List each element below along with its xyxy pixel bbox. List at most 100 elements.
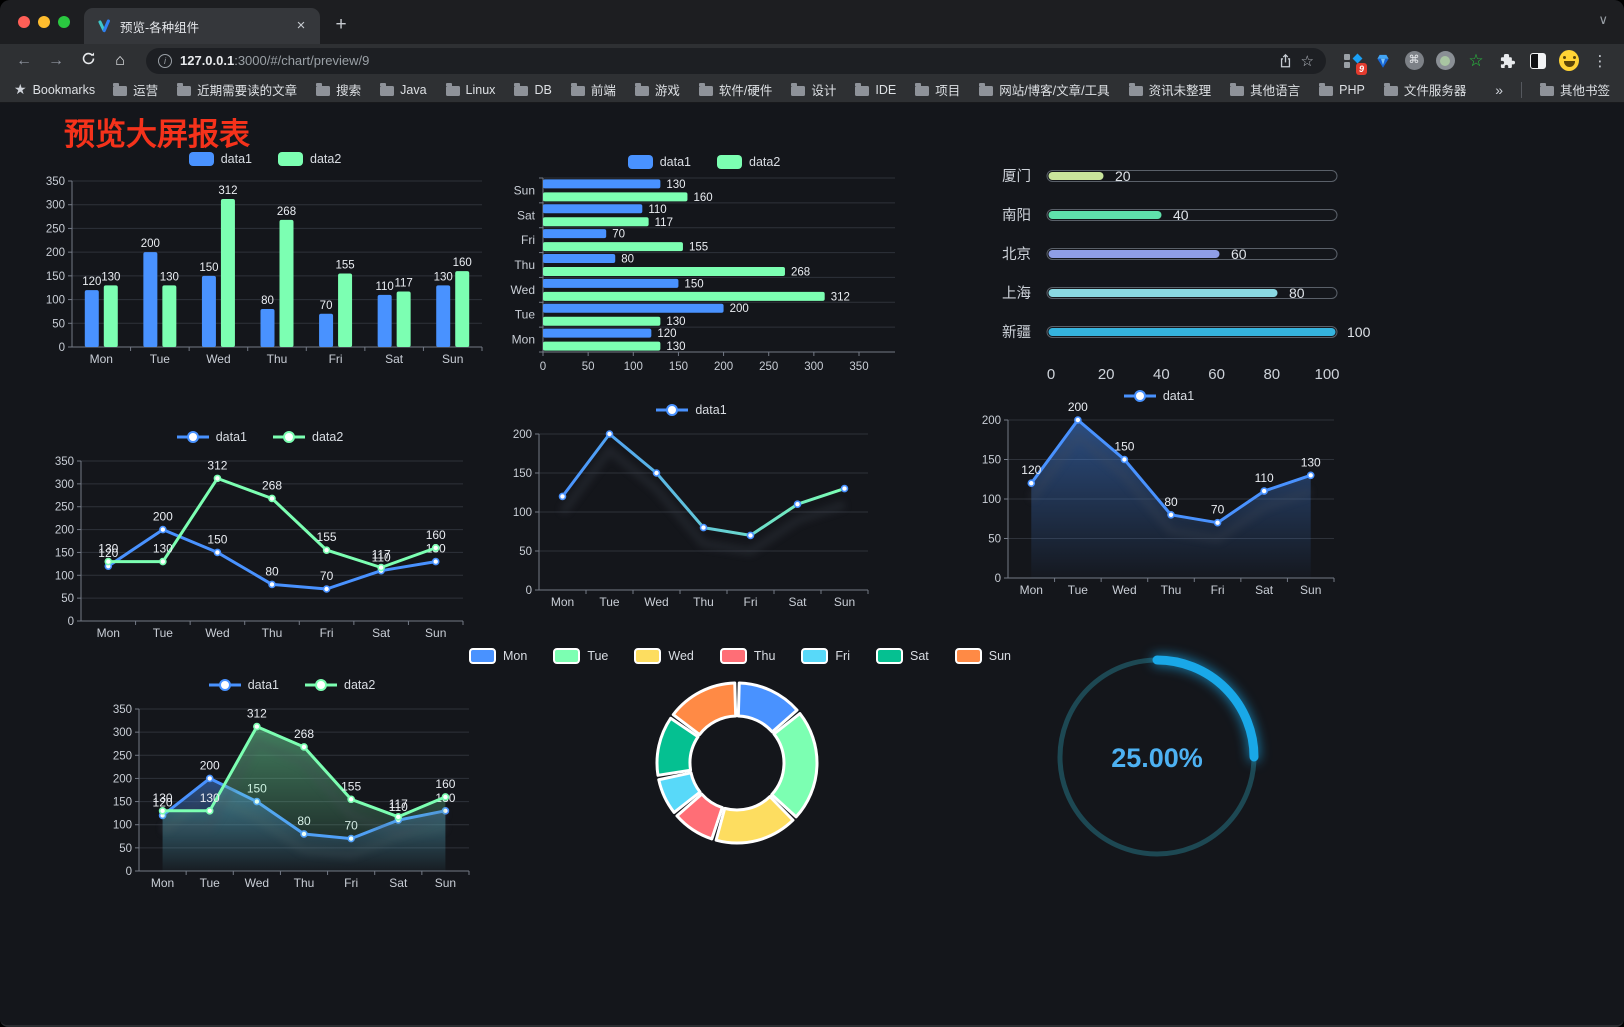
svg-text:130: 130	[101, 271, 120, 283]
svg-text:Thu: Thu	[262, 626, 283, 640]
tab-favicon	[98, 19, 110, 33]
legend-label: data1	[659, 155, 691, 169]
legend-item[interactable]: data1	[656, 403, 727, 417]
svg-text:50: 50	[582, 361, 595, 373]
legend-item[interactable]: data2	[305, 678, 375, 692]
reload-button[interactable]	[74, 51, 102, 71]
bookmark-folder[interactable]: 游戏	[634, 80, 680, 99]
legend-item[interactable]: Sat	[876, 648, 929, 664]
bookmark-label: 其他语言	[1250, 84, 1301, 98]
bookmark-folder[interactable]: 网站/博客/文章/工具	[979, 80, 1110, 99]
extension-command-icon[interactable]: ⌘	[1404, 51, 1424, 71]
legend-item[interactable]: Sun	[954, 648, 1011, 664]
chart-legend: data1 data2	[45, 425, 475, 449]
svg-text:160: 160	[426, 528, 446, 542]
legend-label: data2	[310, 152, 342, 166]
bookmark-folder[interactable]: 文件服务器	[1383, 80, 1466, 99]
extension-gem-icon[interactable]	[1373, 51, 1393, 71]
bookmarks-root[interactable]: ★ Bookmarks	[14, 81, 95, 98]
tab-close-icon[interactable]: ×	[296, 17, 306, 34]
bookmark-label: 近期需要读的文章	[197, 84, 298, 98]
bookmark-folder[interactable]: 其他语言	[1230, 80, 1300, 99]
bookmark-folder[interactable]: 近期需要读的文章	[177, 80, 297, 99]
new-tab-button[interactable]: +	[335, 14, 347, 35]
bookmark-folder[interactable]: 运营	[113, 80, 158, 99]
bookmarks-overflow-chevron[interactable]: »	[1495, 81, 1503, 98]
svg-text:100: 100	[55, 570, 74, 582]
bookmark-folder[interactable]: PHP	[1319, 80, 1365, 99]
svg-text:120: 120	[657, 328, 676, 340]
legend-item[interactable]: data1	[208, 678, 279, 692]
legend-item[interactable]: Mon	[468, 648, 527, 664]
legend-item[interactable]: data1	[1123, 389, 1194, 403]
legend-item[interactable]: data2	[278, 152, 341, 166]
legend-item[interactable]: data1	[188, 152, 252, 166]
share-button[interactable]	[1278, 53, 1293, 69]
chart-line-area-multi: data1 data2 0 50 100 150 200 250 300 350 Mon Tue Wed…	[103, 673, 481, 895]
svg-text:Wed: Wed	[205, 626, 229, 640]
other-bookmarks[interactable]: 其他书签	[1539, 80, 1610, 99]
extension-darkmode-icon[interactable]	[1528, 51, 1548, 71]
back-button[interactable]: ←	[16, 51, 32, 69]
extension-star-icon[interactable]: ☆	[1468, 50, 1484, 70]
legend-item[interactable]: Tue	[553, 648, 608, 664]
bookmark-star-icon[interactable]: ☆	[1300, 52, 1314, 70]
bookmark-folder[interactable]: DB	[514, 80, 552, 99]
share-icon	[1280, 53, 1290, 67]
folder-icon	[380, 83, 395, 96]
site-info-icon[interactable]: i	[158, 53, 172, 68]
bookmark-label: 设计	[811, 84, 837, 98]
minimize-window-button[interactable]	[38, 16, 50, 28]
profile-avatar[interactable]	[1559, 50, 1579, 71]
extension-grid-icon[interactable]: 9	[1342, 51, 1367, 75]
svg-text:100: 100	[1347, 324, 1371, 340]
legend-swatch	[876, 648, 903, 664]
folder-icon	[1319, 83, 1334, 96]
bookmark-label: 软件/硬件	[718, 84, 773, 98]
legend-item[interactable]: Wed	[634, 648, 694, 664]
svg-text:Thu: Thu	[693, 595, 714, 609]
bookmark-folder[interactable]: 前端	[570, 80, 616, 99]
forward-button[interactable]: →	[48, 51, 64, 69]
bookmark-folder[interactable]: 软件/硬件	[698, 80, 773, 99]
browser-tab[interactable]: 预览-各种组件 ×	[84, 8, 320, 44]
bookmark-folder[interactable]: 项目	[915, 80, 960, 99]
legend-item[interactable]: data2	[273, 430, 343, 444]
extension-puzzle-icon[interactable]	[1497, 51, 1517, 71]
close-window-button[interactable]	[18, 16, 30, 28]
legend-item[interactable]: Thu	[719, 648, 775, 664]
svg-text:Tue: Tue	[599, 595, 620, 609]
tab-search-chevron-icon[interactable]: ∨	[1598, 12, 1608, 27]
bookmark-folder[interactable]: 资讯未整理	[1128, 80, 1211, 99]
legend-swatch	[719, 648, 747, 664]
url-text[interactable]: 127.0.0.1:3000/#/chart/preview/9	[180, 53, 1270, 68]
svg-text:70: 70	[1211, 503, 1225, 517]
svg-text:Fri: Fri	[1211, 583, 1225, 597]
legend-item[interactable]: data1	[176, 430, 247, 444]
bookmark-folder[interactable]: IDE	[855, 80, 896, 99]
browser-menu-icon[interactable]: ⋮	[1592, 52, 1608, 70]
extension-dot-icon[interactable]	[1435, 51, 1455, 71]
home-button[interactable]: ⌂	[115, 51, 125, 69]
bookmark-folder[interactable]: 搜索	[316, 80, 361, 99]
bookmark-label: 网站/博客/文章/工具	[999, 84, 1110, 98]
bookmark-folder[interactable]: Java	[380, 80, 427, 99]
window-controls	[0, 0, 84, 44]
legend-swatch	[717, 155, 742, 169]
page-title: 预览大屏报表	[64, 117, 250, 152]
svg-text:268: 268	[262, 478, 282, 492]
svg-text:130: 130	[160, 271, 179, 283]
svg-text:0: 0	[59, 342, 65, 354]
svg-text:160: 160	[693, 192, 712, 204]
legend-item[interactable]: Fri	[801, 648, 850, 664]
folder-icon	[445, 83, 460, 96]
maximize-window-button[interactable]	[58, 16, 70, 28]
bookmark-folder[interactable]: 设计	[791, 80, 836, 99]
bookmarks-divider	[1520, 81, 1522, 98]
bookmark-folder[interactable]: Linux	[445, 80, 495, 99]
legend-item[interactable]: data1	[627, 155, 691, 169]
address-bar[interactable]: i 127.0.0.1:3000/#/chart/preview/9 ☆	[146, 47, 1326, 74]
legend-item[interactable]: data2	[717, 155, 780, 169]
svg-text:110: 110	[375, 281, 393, 293]
